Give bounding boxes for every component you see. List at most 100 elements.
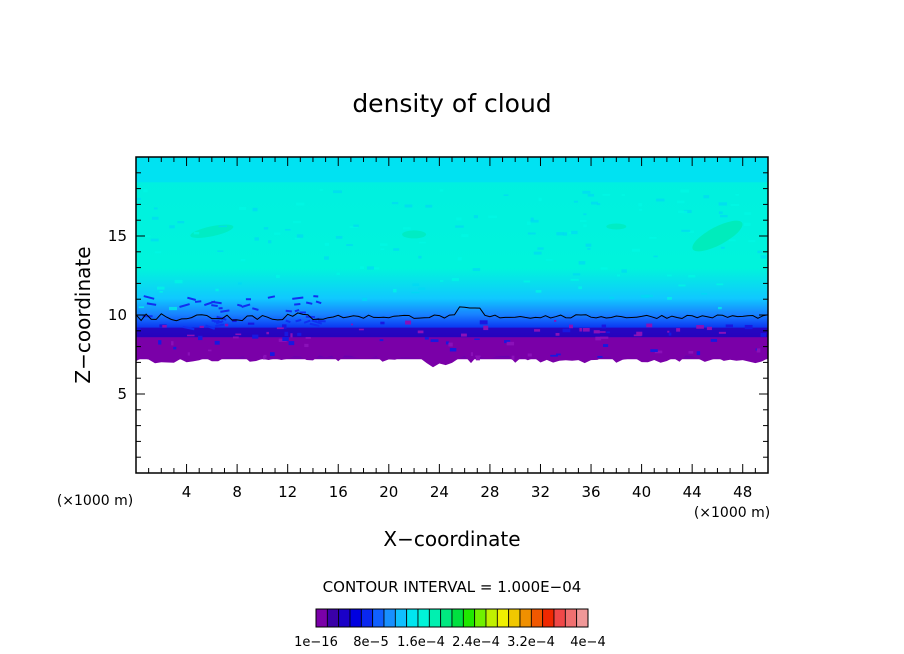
- cloud-speckle: [621, 194, 626, 196]
- colorbar-swatch: [474, 608, 487, 628]
- cloud-speckle: [545, 259, 553, 261]
- cloud-streak: [215, 323, 225, 328]
- cloud-speckle: [240, 259, 246, 262]
- cloud-streak: [252, 307, 259, 311]
- cloud-edge-speckle: [247, 322, 255, 325]
- colorbar-swatch: [338, 608, 351, 628]
- cloud-speckle: [296, 202, 305, 206]
- cloud-edge-speckle: [725, 324, 733, 328]
- cloud-speckle: [667, 297, 672, 300]
- contour-line: [136, 306, 768, 322]
- cloud-speckle: [169, 225, 175, 229]
- cloud-speckle: [656, 198, 665, 202]
- cloud-speckle: [439, 280, 444, 282]
- cloud-speckle: [151, 216, 159, 220]
- cloud-speckle: [527, 232, 536, 235]
- cloud-edge-speckle: [284, 331, 289, 337]
- cloud-streak: [215, 320, 224, 325]
- cloud-speckle: [530, 217, 534, 221]
- colorbar-swatch: [326, 608, 340, 628]
- cloud-speckle: [523, 280, 531, 283]
- cloud-edge-speckle: [173, 346, 177, 350]
- colorbar-swatch: [417, 608, 430, 628]
- cloud-streak: [305, 301, 313, 305]
- cloud-edge-speckle: [304, 343, 309, 348]
- cloud-speckle: [324, 256, 329, 260]
- cloud-edge-speckle: [600, 336, 609, 339]
- cloud-speckle: [263, 227, 269, 230]
- cloud-speckle: [380, 248, 385, 251]
- cloud-edge-speckle: [270, 352, 275, 356]
- cloud-speckle: [143, 189, 148, 193]
- cloud-edge-speckle: [405, 320, 412, 325]
- cloud-speckle: [366, 266, 374, 270]
- colorbar-swatch: [360, 608, 374, 628]
- cloud-streak: [220, 309, 230, 313]
- cloud-speckle: [573, 200, 578, 203]
- cloud-speckle: [137, 234, 142, 237]
- cloud-edge-speckle: [475, 355, 480, 361]
- cloud-speckle: [296, 234, 304, 238]
- cloud-edge-speckle: [636, 331, 643, 336]
- x-tick-label: 32: [531, 483, 550, 501]
- cloud-streak: [187, 296, 197, 301]
- cloud-speckle: [572, 273, 581, 276]
- cloud-edge-speckle: [288, 341, 295, 346]
- cloud-speckle: [600, 267, 608, 270]
- cloud-speckle: [667, 274, 672, 277]
- cloud-speckle: [461, 234, 469, 238]
- cloud-edge-speckle: [555, 332, 560, 336]
- cloud-edge-speckle: [430, 339, 439, 343]
- cloud-speckle: [411, 291, 420, 294]
- cloud-edge-speckle: [760, 333, 767, 337]
- cloud-speckle: [538, 197, 542, 202]
- cloud-patch: [402, 230, 427, 239]
- plot-area: [136, 157, 768, 368]
- cloud-speckle: [760, 255, 767, 259]
- cloud-speckle: [154, 251, 162, 254]
- cloud-streak: [313, 295, 319, 298]
- cloud-speckle: [526, 221, 531, 225]
- cloud-edge-speckle: [424, 337, 429, 340]
- cloud-speckle: [677, 200, 685, 204]
- y-axis-unit: (×1000 m): [57, 493, 133, 509]
- cloud-speckle: [583, 213, 587, 216]
- cloud-speckle: [324, 242, 330, 246]
- colorbar-swatch: [485, 608, 498, 628]
- cloud-edge-speckle: [597, 356, 603, 358]
- cloud-edge-speckle: [555, 353, 561, 356]
- cloud-edge-speckle: [633, 334, 642, 337]
- cloud-speckle: [530, 219, 539, 223]
- cloud-edge-speckle: [554, 319, 557, 322]
- colorbar-swatch: [553, 608, 566, 628]
- cloud-streak: [182, 325, 195, 331]
- cloud-speckle: [578, 286, 582, 290]
- cloud-speckle: [268, 240, 272, 244]
- cloud-streak: [309, 322, 320, 327]
- cloud-speckle: [730, 204, 740, 207]
- cloud-speckle: [718, 202, 727, 206]
- x-tick-label: 48: [733, 483, 752, 501]
- cloud-streak: [143, 295, 155, 300]
- cloud-speckle: [418, 255, 422, 259]
- cloud-speckle: [404, 204, 413, 208]
- colorbar-swatch: [394, 608, 408, 628]
- x-tick-label: 24: [430, 483, 449, 501]
- cloud-edge-speckle: [282, 324, 287, 329]
- cloud-speckle: [168, 306, 177, 311]
- cloud-edge-speckle: [593, 330, 600, 334]
- cloud-speckle: [353, 224, 359, 227]
- cloud-streak: [245, 298, 251, 301]
- cloud-speckle: [403, 227, 411, 230]
- cloud-speckle: [582, 190, 591, 194]
- cloud-speckle: [649, 236, 657, 239]
- cloud-edge-speckle: [550, 354, 558, 357]
- cloud-speckle: [683, 209, 692, 213]
- cloud-speckle: [456, 217, 462, 221]
- cloud-edge-speckle: [266, 331, 269, 335]
- cloud-speckle: [680, 189, 690, 193]
- colorbar-tick-label: 8e−5: [353, 635, 388, 650]
- cloud-edge-speckle: [232, 336, 239, 339]
- cloud-speckle: [419, 241, 426, 244]
- x-tick-label: 12: [278, 483, 297, 501]
